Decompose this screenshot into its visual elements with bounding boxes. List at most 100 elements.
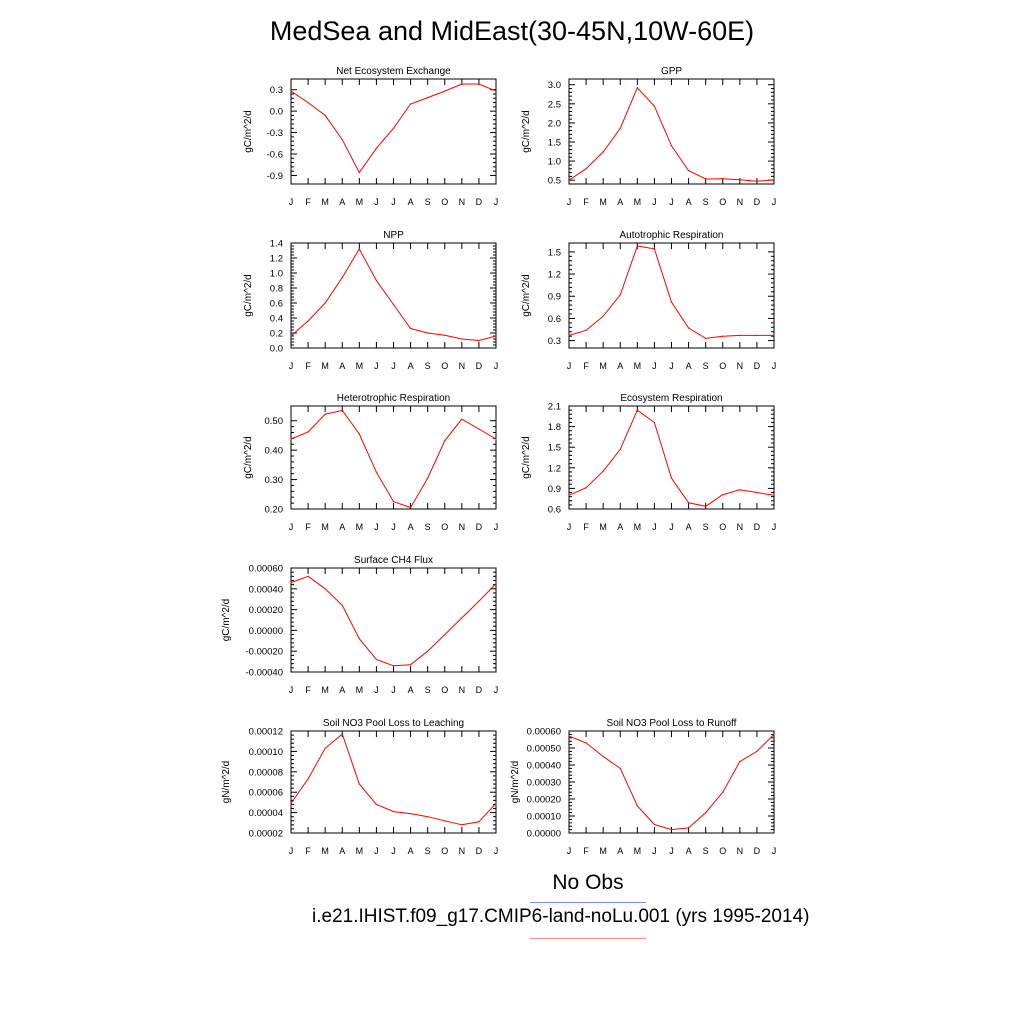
x-tick-label: D	[754, 361, 761, 371]
x-tick-label: A	[686, 846, 692, 856]
x-tick-label: N	[459, 685, 466, 695]
x-tick-label: J	[772, 361, 777, 371]
data-point	[461, 83, 463, 85]
data-point	[290, 335, 292, 337]
x-tick-label: A	[617, 522, 623, 532]
data-point	[568, 494, 570, 496]
x-tick-label: S	[703, 361, 709, 371]
data-point	[290, 581, 292, 584]
x-tick-label: J	[494, 361, 499, 371]
x-tick-label: J	[772, 846, 777, 856]
data-point	[773, 179, 775, 181]
series-line	[290, 409, 497, 509]
data-point	[427, 816, 429, 818]
data-point	[290, 802, 292, 805]
data-point	[773, 494, 775, 496]
x-tick-label: J	[391, 685, 396, 695]
panel-title: Surface CH4 Flux	[354, 555, 433, 566]
data-point	[636, 245, 638, 247]
y-tick-label: 0.00020	[527, 795, 561, 806]
data-point	[375, 658, 378, 661]
x-tick-label: O	[719, 197, 726, 207]
x-tick-label: N	[459, 522, 466, 532]
data-point	[290, 90, 292, 92]
y-tick-label: 2.0	[548, 118, 561, 129]
legend-case-label: i.e21.IHIST.f09_g17.CMIP6-land-noLu.001 …	[312, 906, 810, 927]
x-tick-label: J	[374, 361, 379, 371]
data-point	[722, 178, 724, 180]
data-point	[653, 421, 656, 424]
y-tick-label: 1.5	[548, 443, 561, 454]
y-tick-label: 0.00000	[249, 626, 283, 637]
x-tick-label: S	[703, 846, 709, 856]
x-tick-label: J	[567, 197, 572, 207]
data-point	[739, 179, 741, 181]
x-tick-label: J	[289, 685, 294, 695]
data-point	[427, 477, 429, 479]
y-tick-label: 0.6	[270, 299, 283, 310]
y-axis-label: gC/m^2/d	[221, 599, 232, 642]
y-tick-label: 2.5	[548, 99, 561, 110]
x-tick-label: J	[652, 197, 657, 207]
x-tick-label: O	[719, 846, 726, 856]
x-tick-label: F	[583, 361, 589, 371]
data-point	[568, 179, 570, 181]
data-point	[585, 168, 587, 170]
x-tick-label: M	[356, 197, 364, 207]
y-tick-label: -0.3	[267, 128, 283, 139]
y-tick-label: 1.4	[270, 239, 283, 250]
x-tick-label: N	[737, 361, 744, 371]
plot-frame	[290, 242, 497, 349]
y-axis-label: gC/m^2/d	[243, 436, 254, 479]
data-point	[307, 320, 309, 322]
x-tick-label: J	[494, 685, 499, 695]
y-tick-label: 1.8	[548, 422, 561, 433]
data-point	[358, 783, 360, 785]
y-tick-label: 0.4	[270, 314, 283, 325]
x-tick-label: D	[754, 846, 761, 856]
data-point	[687, 502, 690, 504]
x-tick-label: J	[289, 522, 294, 532]
data-point	[636, 87, 638, 89]
series-line	[568, 245, 774, 339]
data-point	[290, 438, 292, 440]
y-tick-label: 0.20	[265, 505, 284, 516]
data-point	[409, 103, 412, 105]
data-point	[585, 487, 587, 489]
x-tick-label: J	[391, 361, 396, 371]
y-axis-label: gC/m^2/d	[521, 274, 532, 317]
y-tick-label: 0.00020	[249, 605, 283, 616]
x-tick-label: J	[374, 846, 379, 856]
data-point	[375, 279, 378, 282]
x-tick-label: N	[737, 197, 744, 207]
data-point	[478, 428, 480, 430]
x-tick-label: M	[634, 197, 642, 207]
x-tick-label: M	[599, 522, 607, 532]
data-point	[358, 248, 360, 250]
plot-frame	[568, 242, 775, 349]
x-tick-label: S	[425, 846, 431, 856]
y-tick-label: 0.00010	[527, 812, 561, 823]
x-tick-label: J	[652, 522, 657, 532]
data-point	[773, 334, 775, 337]
data-point	[461, 617, 463, 619]
panel-title: Net Ecosystem Exchange	[336, 66, 451, 77]
x-tick-label: J	[669, 522, 674, 532]
panel-title: Heterotrophic Respiration	[337, 393, 450, 404]
data-point	[392, 665, 395, 667]
x-tick-label: O	[441, 846, 448, 856]
data-point	[495, 90, 497, 92]
x-tick-label: M	[599, 846, 607, 856]
x-tick-label: A	[339, 846, 345, 856]
data-point	[670, 829, 673, 831]
data-point	[427, 96, 429, 99]
data-point	[756, 180, 758, 182]
x-tick-label: J	[652, 361, 657, 371]
data-point	[739, 334, 741, 337]
y-tick-label: 0.00060	[249, 564, 283, 575]
plot-frame	[290, 78, 497, 185]
